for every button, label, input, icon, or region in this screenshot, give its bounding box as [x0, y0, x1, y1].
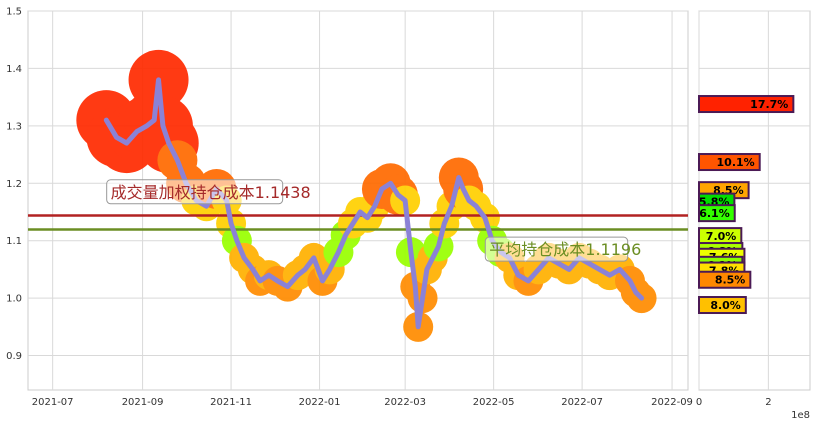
side-x-scale-label: 1e8: [791, 410, 810, 421]
x-tick-label: 2021-09: [122, 397, 164, 408]
x-tick-label: 2022-09: [651, 397, 693, 408]
chip-bar-label: 10.1%: [717, 156, 755, 169]
chip-bar: [698, 153, 761, 172]
y-tick-label: 0.9: [6, 351, 22, 362]
x-tick-label: 2021-11: [210, 397, 252, 408]
y-tick-label: 1.3: [6, 121, 22, 132]
y-tick-label: 1.0: [6, 294, 22, 305]
chip-bar: [698, 270, 752, 289]
side-x-tick-label: 2: [765, 397, 771, 408]
chip-bar-label: 7.0%: [706, 230, 737, 243]
price-line-panel: 0.9 1.0 1.1 1.2 1.3 1.4 1.5 2021-07 2021-09 2021-…: [6, 7, 693, 409]
y-tick-label: 1.1: [6, 236, 22, 247]
y-tick-label: 1.5: [6, 7, 22, 18]
chip-bar: [698, 204, 736, 223]
cost-label: 成交量加权持仓成本1.1438: [111, 183, 311, 202]
chip-distribution-panel: 021e817.7%10.1%8.5%5.8%6.1%7.0%6.8%7.6%6…: [696, 10, 811, 421]
chip-bar-label: 6.1%: [699, 207, 730, 220]
x-tick-label: 2022-07: [561, 397, 603, 408]
cost-label-box: [106, 179, 284, 205]
chip-bar-label: 8.5%: [715, 274, 746, 287]
x-tick-label: 2022-03: [384, 397, 426, 408]
chip-bar: [698, 95, 795, 114]
y-tick-label: 1.4: [6, 64, 22, 75]
chip-bar: [698, 296, 747, 315]
x-tick-label: 2021-07: [32, 397, 74, 408]
x-tick-label: 2022-05: [473, 397, 515, 408]
cost-label-box: [484, 236, 629, 262]
chip-bar-label: 8.0%: [710, 299, 741, 312]
side-x-tick-label: 0: [696, 397, 702, 408]
x-tick-label: 2022-01: [299, 397, 341, 408]
y-tick-label: 1.2: [6, 179, 22, 190]
cost-label: 平均持仓成本1.1196: [489, 240, 641, 259]
chip-bar-label: 17.7%: [750, 98, 788, 111]
